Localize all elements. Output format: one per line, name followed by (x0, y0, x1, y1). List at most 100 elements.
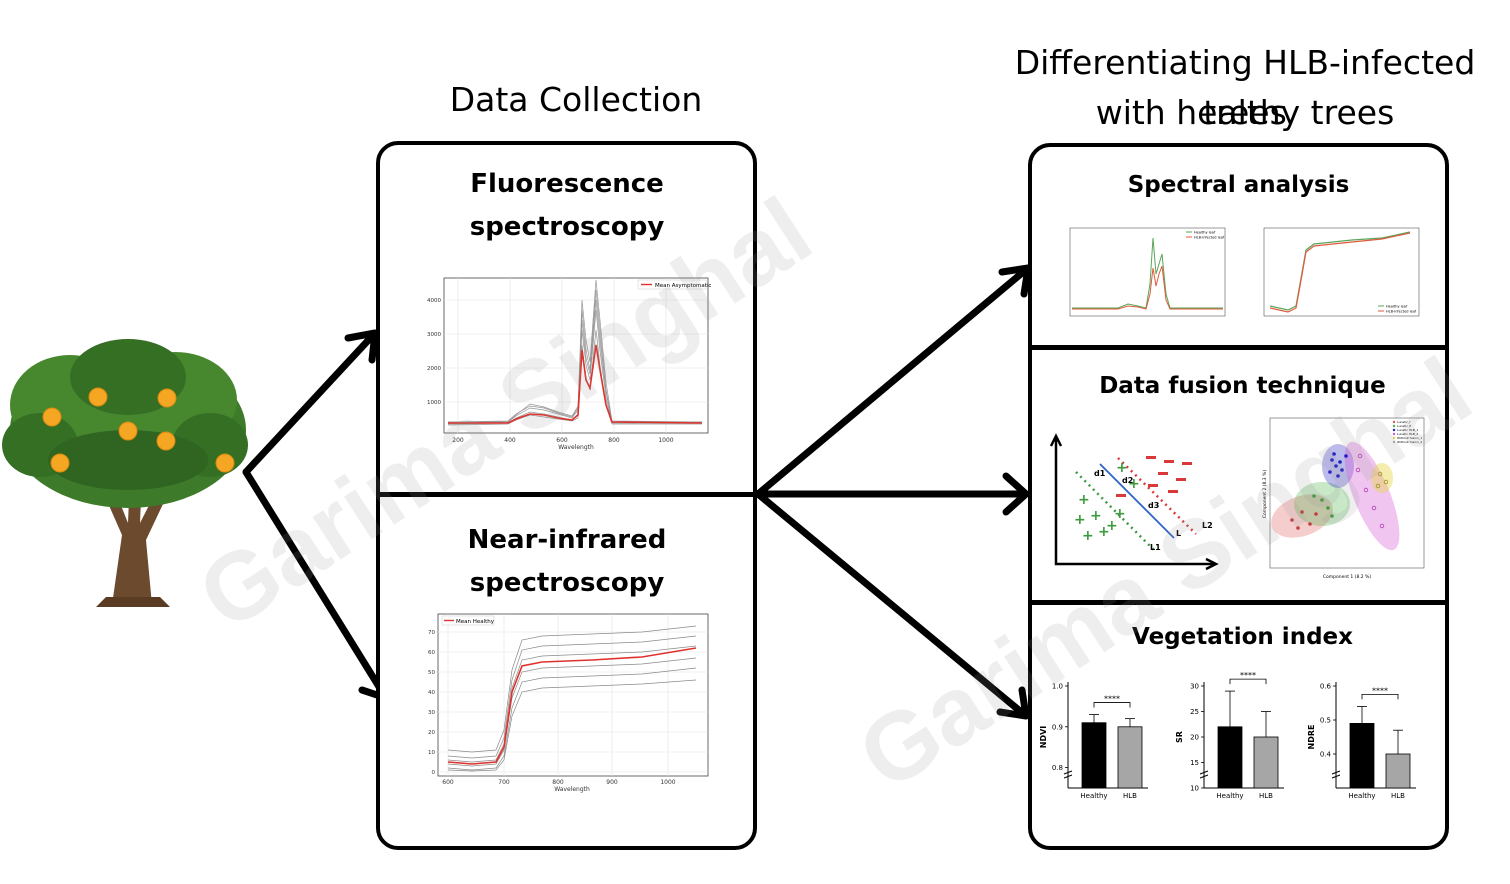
category-label: Healthy (1348, 792, 1375, 800)
nir-ytick: 0 (432, 770, 436, 776)
nir-ytick: 70 (428, 630, 435, 636)
nir-xlabel: Wavelength (554, 786, 590, 793)
nir-xtick: 900 (606, 779, 618, 786)
nir-ytick: 60 (428, 650, 435, 656)
fluor-xtick: 1000 (658, 437, 673, 444)
right-panel-divider-2 (1030, 600, 1447, 605)
nir-xtick: 700 (498, 779, 510, 786)
nir-ytick: 50 (428, 670, 435, 676)
left-panel-divider (378, 492, 756, 497)
arrow-to-vegetation (754, 490, 1030, 720)
nir-xtick: 1000 (660, 779, 675, 786)
fluor-xtick: 600 (556, 437, 568, 444)
pca-legend-item: Lunatic_f (1397, 420, 1411, 424)
spectral-a-legend: Healthy leaf (1194, 231, 1216, 235)
category-label: HLB (1259, 792, 1273, 800)
y-axis-label: NDVI (1039, 726, 1048, 749)
label-d2: d2 (1122, 476, 1133, 485)
pca-legend-item: Lunatic HLB_2 (1397, 432, 1418, 436)
significance-stars: **** (1240, 671, 1256, 680)
svg-text:+: + (1090, 508, 1102, 524)
svg-text:+: + (1082, 528, 1094, 544)
pca-ylabel: Component 2 (8.3 %) (1262, 470, 1268, 518)
label-L: L (1176, 529, 1181, 538)
category-label: HLB (1391, 792, 1405, 800)
fluor-ytick: 4000 (427, 298, 441, 304)
significance-stars: **** (1372, 686, 1388, 695)
svg-text:+: + (1114, 506, 1126, 522)
vegetation-index-charts: 0.8 0.9 1.0 NDVI Healthy HLB **** 10 15 20 25 30 SR H… (1039, 671, 1416, 800)
label-L1: L1 (1150, 543, 1161, 552)
fluor-xtick: 400 (504, 437, 516, 444)
bar-hlb (1385, 753, 1411, 789)
pca-legend-item: Without fusion_2 (1397, 440, 1422, 444)
y-axis-label: SR (1175, 731, 1184, 743)
category-label: Healthy (1216, 792, 1243, 800)
category-label: Healthy (1080, 792, 1107, 800)
y-tick-label: 30 (1190, 683, 1199, 691)
spectral-nir-plot: Healthy leaf HLB-infected leaf (1263, 227, 1420, 317)
nir-ytick: 10 (428, 750, 435, 756)
bar-healthy (1349, 723, 1375, 789)
vegetation-index-title: Vegetation index (1132, 624, 1353, 650)
fluor-ytick: 3000 (427, 332, 441, 338)
svg-text:+: + (1074, 512, 1086, 528)
nir-xtick: 600 (442, 779, 454, 786)
orange-fruits (42, 387, 235, 473)
svg-text:+: + (1106, 518, 1118, 534)
significance-stars: **** (1104, 695, 1120, 704)
label-L2: L2 (1202, 521, 1213, 530)
differentiating-heading-line1: Differentiating HLB-infected trees (1014, 43, 1476, 132)
spectral-fluorescence-plot: Healthy leaf HLB-infected leaf (1069, 227, 1226, 317)
tree-canopy (2, 339, 248, 508)
y-tick-label: 0.5 (1320, 717, 1331, 725)
fusion-schematic: +++ +++ +++ d1 d2 d3 L L1 L2 (1049, 433, 1219, 571)
citrus-tree-illustration (2, 339, 248, 607)
significance-bracket (1361, 694, 1399, 700)
pca-legend-item: Without fusion_1 (1397, 436, 1422, 440)
nir-ytick: 30 (428, 710, 435, 716)
axis-break-mark (1199, 770, 1209, 779)
y-tick-label: 0.6 (1320, 683, 1332, 691)
differentiating-heading-line2: with healthy trees (1095, 93, 1395, 132)
pca-xlabel: Component 1 (8.2 %) (1323, 574, 1371, 580)
y-tick-label: 0.4 (1320, 751, 1332, 759)
fluor-ytick: 1000 (427, 400, 441, 406)
y-tick-label: 15 (1190, 759, 1199, 767)
arrow-to-spectral (754, 264, 1032, 498)
fluor-xtick: 800 (608, 437, 620, 444)
svg-text:+: + (1116, 460, 1128, 476)
bar-hlb (1117, 726, 1143, 789)
arrow-to-fusion (754, 472, 1030, 516)
bar-healthy (1081, 722, 1107, 789)
arrow-tree-to-fluorescence (242, 329, 379, 476)
axis-break-mark (1063, 770, 1073, 779)
axis-break-mark (1331, 770, 1341, 779)
spectral-b-legend: HLB-infected leaf (1386, 310, 1417, 314)
data-collection-heading: Data Collection (449, 80, 703, 119)
fluorescence-plot: Mean Asymptomatic 200 400 600 800 1000 W… (427, 277, 711, 451)
nir-plot: Mean Healthy 600 700 800 900 1000 Wavele… (428, 613, 709, 793)
y-tick-label: 20 (1190, 734, 1199, 742)
fluorescence-title-line1: Fluorescence (470, 169, 664, 199)
nir-xtick: 800 (552, 779, 564, 786)
nir-title-line2: spectroscopy (469, 568, 665, 598)
bar-healthy (1217, 726, 1243, 789)
category-label: HLB (1123, 792, 1137, 800)
fluorescence-legend: Mean Asymptomatic (655, 283, 711, 289)
pca-plot: Lunatic_f Lunatic_fl Lunatic HLB_1 Lunat… (1262, 417, 1425, 580)
label-d1: d1 (1094, 469, 1106, 478)
arrow-tree-to-nir (242, 468, 390, 702)
nir-legend: Mean Healthy (456, 619, 495, 625)
svg-text:+: + (1078, 492, 1090, 508)
nir-ytick: 40 (428, 690, 435, 696)
y-axis-label: NDRE (1307, 725, 1316, 750)
fluor-ytick: 2000 (427, 366, 441, 372)
fluorescence-title-line2: spectroscopy (469, 212, 665, 242)
significance-bracket (1093, 702, 1131, 708)
y-tick-label: 1.0 (1052, 683, 1063, 691)
spectral-b-legend: Healthy leaf (1386, 305, 1408, 309)
fluor-xlabel: Wavelength (558, 444, 594, 451)
significance-bracket (1229, 678, 1267, 685)
